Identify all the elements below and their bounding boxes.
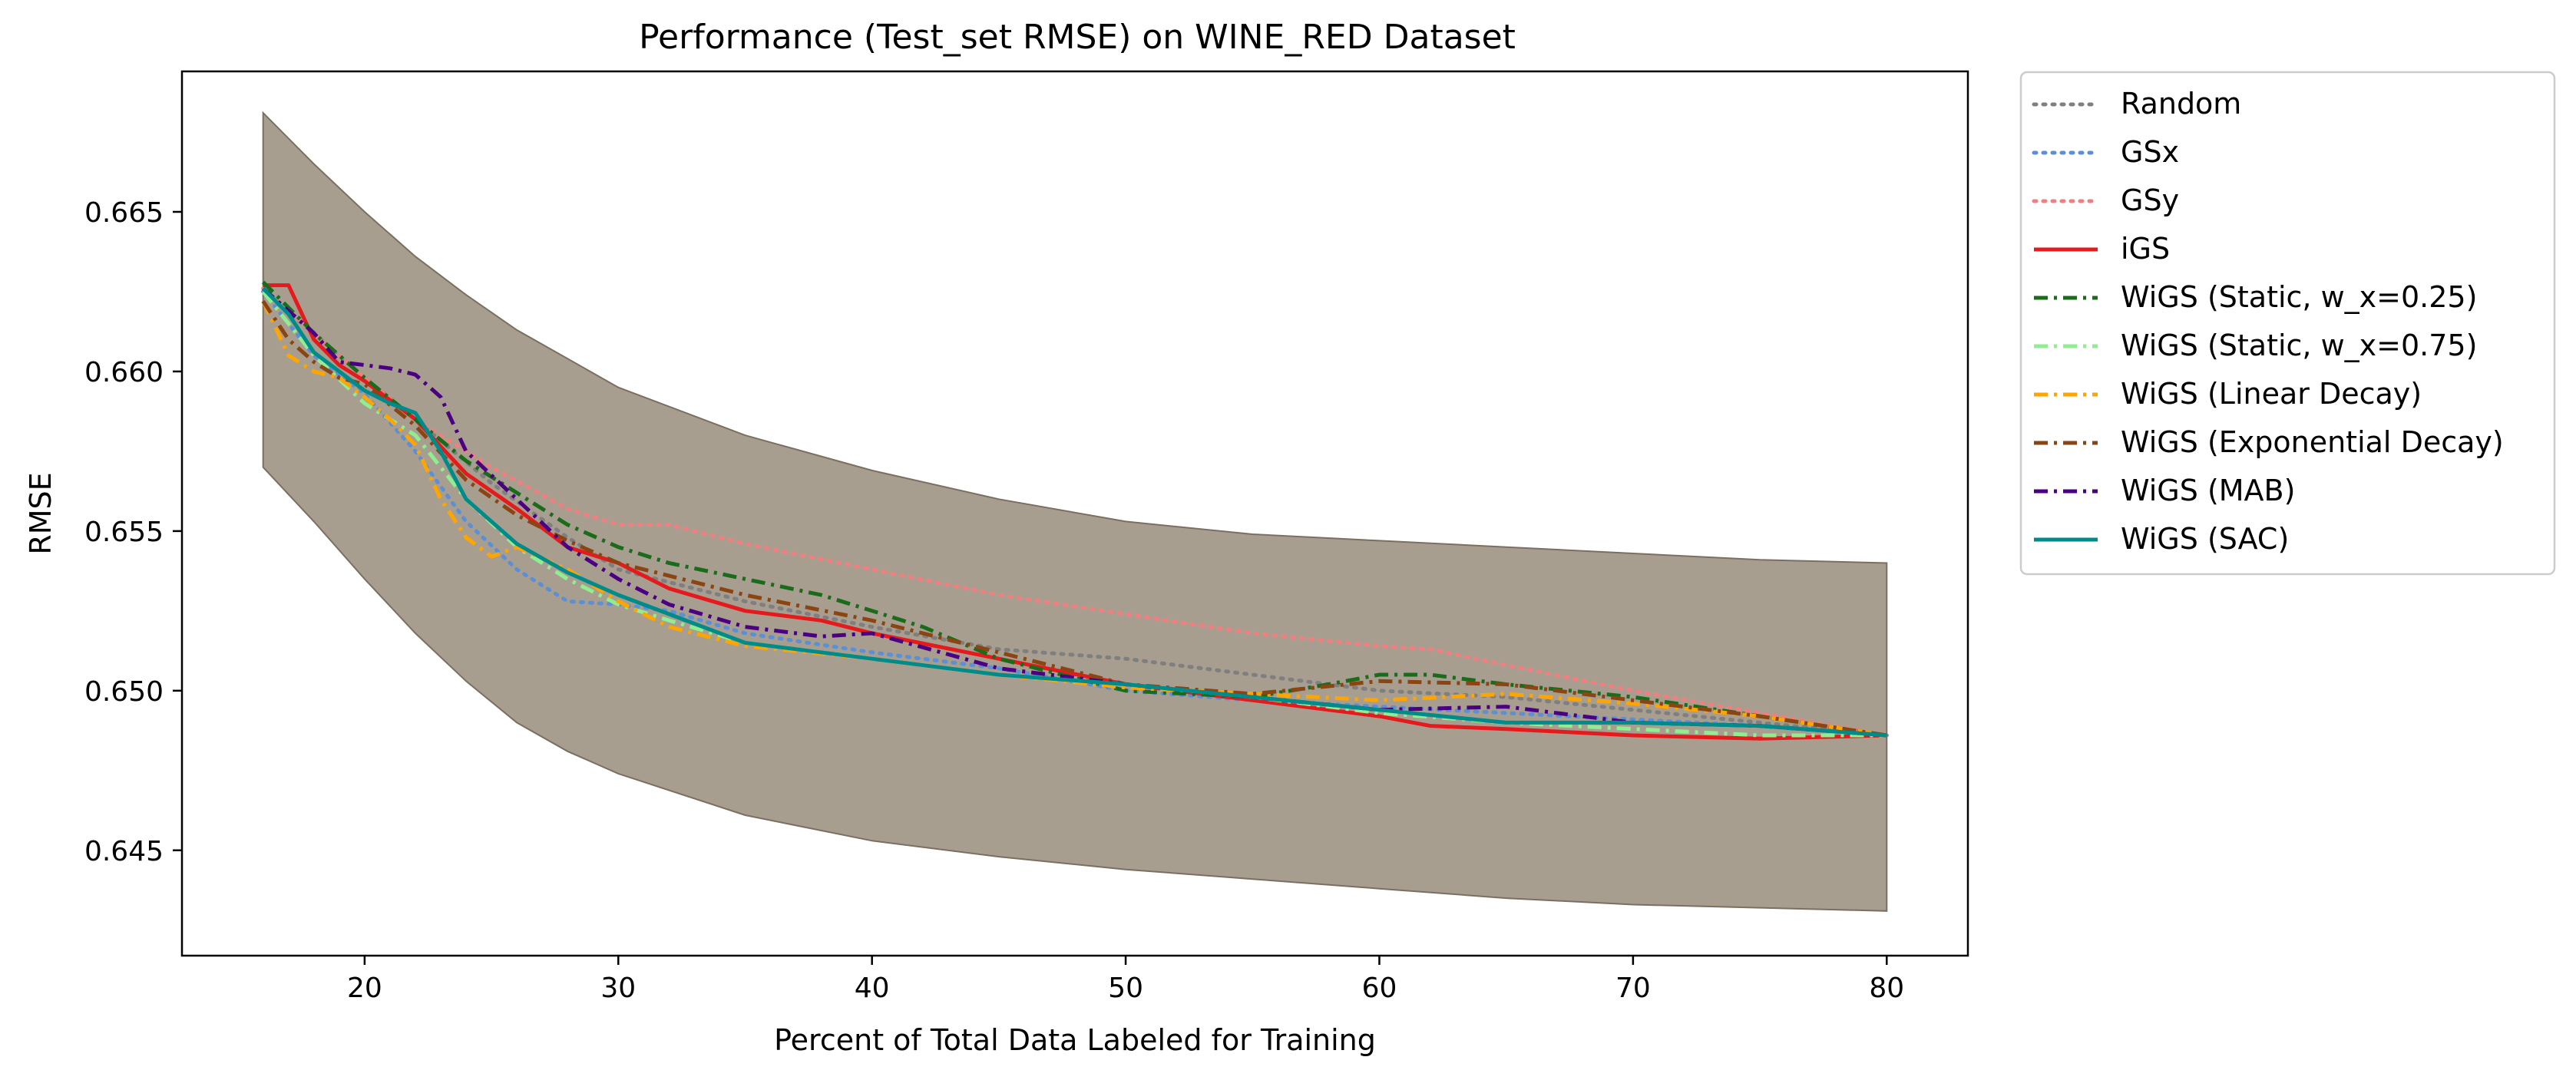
x-axis: 20 30 40 50 60 70 80 bbox=[347, 956, 1904, 1004]
series-line-1 bbox=[261, 289, 1889, 738]
legend-label: WiGS (Exponential Decay) bbox=[2121, 425, 2504, 459]
legend-label: WiGS (Static, w_x=0.25) bbox=[2121, 280, 2477, 314]
legend: Random GSx GSy iGS WiGS (Static, w_x=0.25) Wi… bbox=[2019, 71, 2556, 576]
x-tick-label: 40 bbox=[855, 973, 890, 1004]
legend-label: Random bbox=[2121, 87, 2241, 121]
y-tick-label: 0.650 bbox=[84, 676, 164, 708]
series-line-4 bbox=[261, 280, 1887, 738]
x-tick-label: 30 bbox=[600, 973, 636, 1004]
chart-title: Performance (Test_set RMSE) on WINE_RED … bbox=[639, 18, 1516, 57]
plot-frame bbox=[180, 70, 1969, 957]
y-tick-label: 0.660 bbox=[84, 357, 164, 388]
y-tick-label: 0.655 bbox=[84, 517, 164, 548]
x-tick-label: 20 bbox=[347, 973, 382, 1004]
x-tick-label: 80 bbox=[1869, 973, 1904, 1004]
series-line-8 bbox=[262, 286, 1887, 738]
y-tick-label: 0.665 bbox=[84, 197, 164, 229]
plot-area bbox=[261, 111, 1889, 912]
y-axis: 0.645 0.650 0.655 0.660 0.665 bbox=[84, 197, 182, 867]
x-tick-label: 50 bbox=[1108, 973, 1143, 1004]
confidence-band bbox=[262, 111, 1888, 912]
series-line-3 bbox=[263, 283, 1887, 741]
y-tick-label: 0.645 bbox=[84, 836, 164, 867]
y-axis-label: RMSE bbox=[24, 472, 58, 554]
legend-label: WiGS (MAB) bbox=[2121, 474, 2295, 507]
x-tick-label: 70 bbox=[1615, 973, 1651, 1004]
legend-label: iGS bbox=[2121, 232, 2170, 266]
legend-box bbox=[2019, 71, 2556, 576]
series-line-9 bbox=[261, 287, 1887, 738]
x-axis-label: Percent of Total Data Labeled for Traini… bbox=[774, 1023, 1376, 1057]
x-tick-label: 60 bbox=[1362, 973, 1397, 1004]
legend-label: WiGS (SAC) bbox=[2121, 522, 2289, 556]
legend-label: GSx bbox=[2121, 135, 2179, 169]
legend-label: WiGS (Static, w_x=0.75) bbox=[2121, 329, 2477, 362]
legend-label: GSy bbox=[2121, 183, 2179, 217]
legend-label: WiGS (Linear Decay) bbox=[2121, 377, 2422, 411]
